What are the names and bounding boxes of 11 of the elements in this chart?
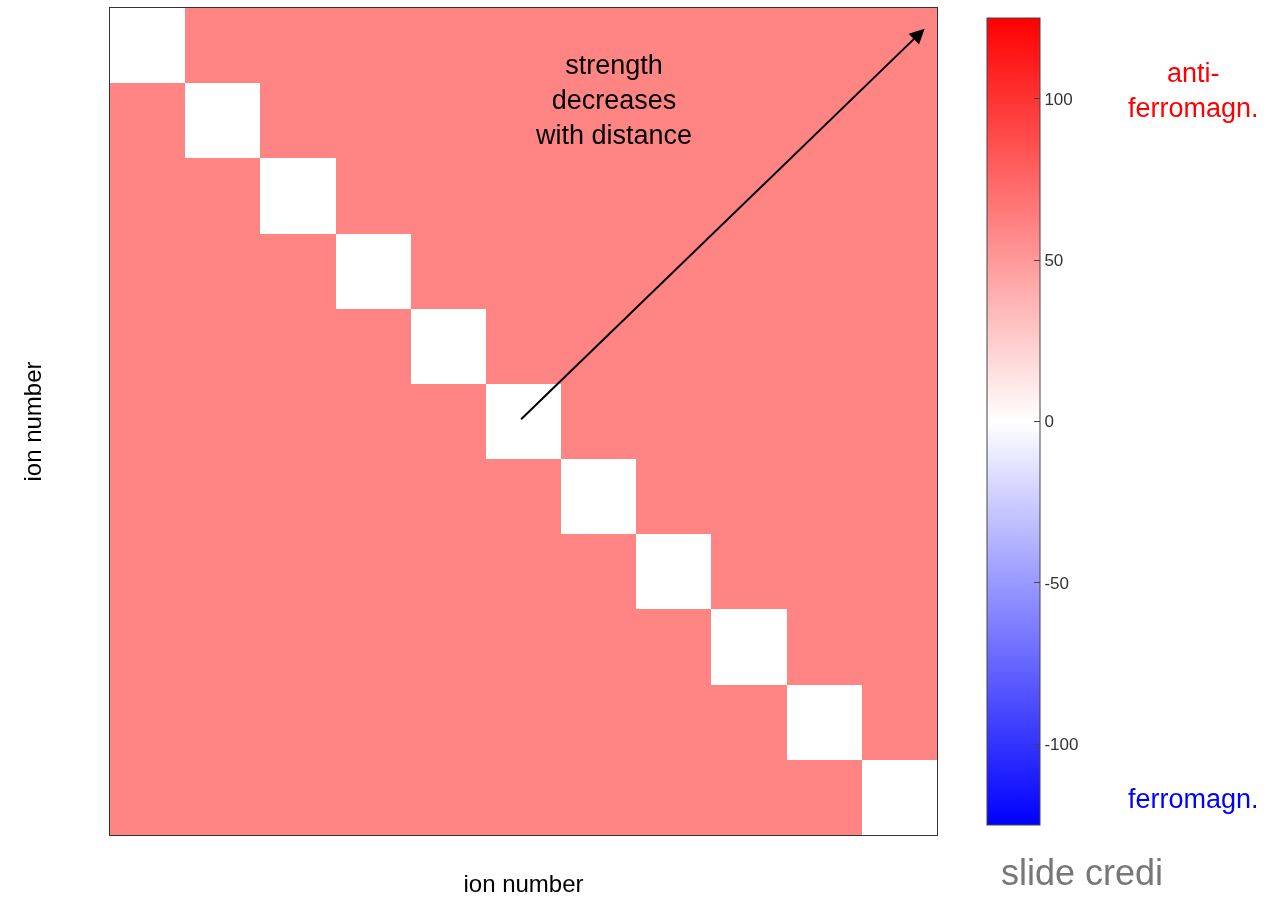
color-bar-label: -50 [1044, 573, 1069, 593]
x-axis-title: ion number [463, 870, 584, 898]
text: ferromagn. [1128, 784, 1259, 814]
color-bar-label: -100 [1044, 735, 1079, 755]
color-bar-label: 50 [1044, 251, 1064, 271]
color-bar-label: 100 [1044, 89, 1073, 109]
y-axis-title: ion number [19, 361, 47, 482]
annotation: strength decreases with distance [535, 50, 693, 151]
color-bar-label: 0 [1044, 412, 1054, 432]
text: anti- ferromagn. [1128, 58, 1259, 124]
text: slide credi [1001, 852, 1164, 893]
